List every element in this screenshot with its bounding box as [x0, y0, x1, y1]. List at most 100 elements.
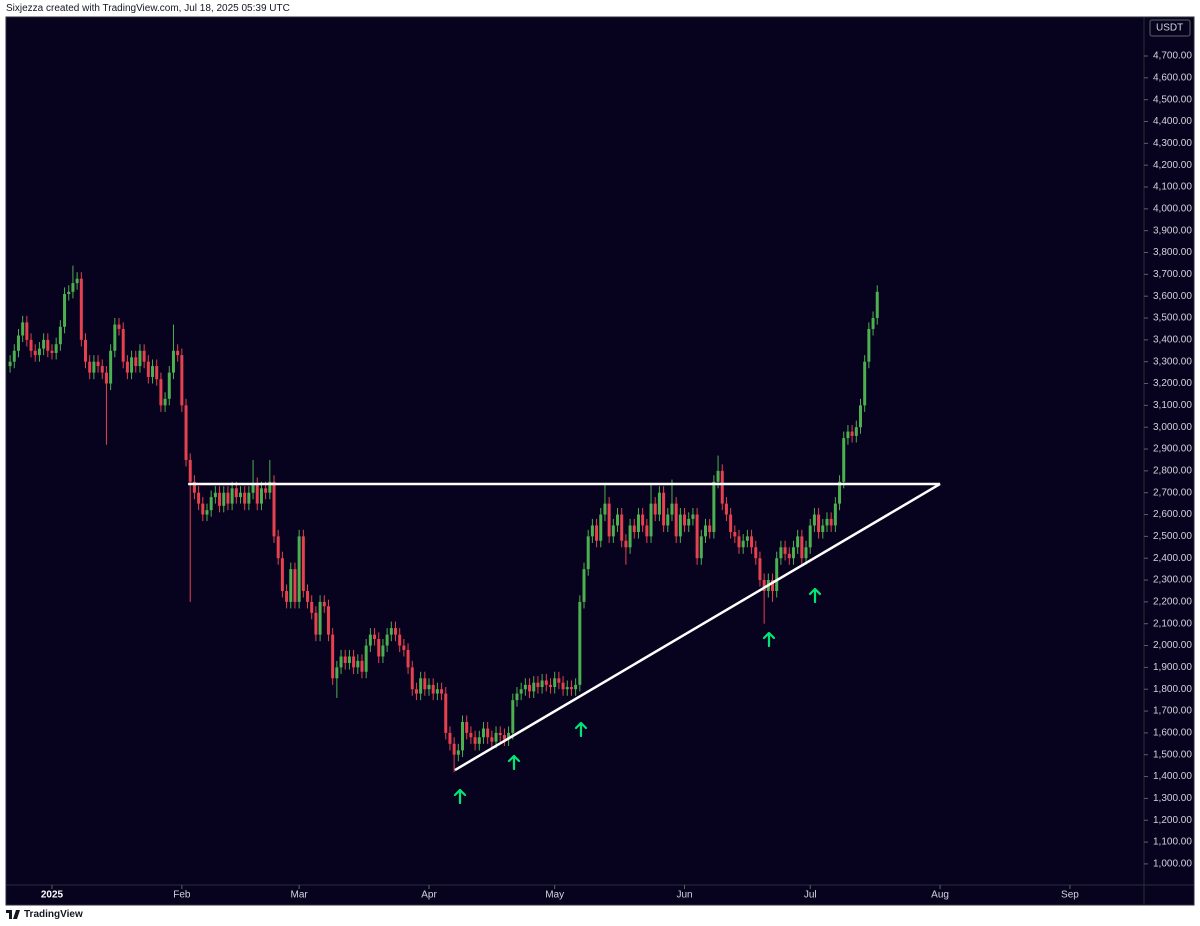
candle-body	[247, 492, 251, 504]
candle-body	[825, 518, 829, 526]
candle-body	[561, 682, 565, 690]
candle-body	[167, 372, 171, 399]
candle-body	[699, 536, 703, 559]
x-tick-label: Jun	[676, 890, 692, 901]
currency-badge[interactable]	[1149, 19, 1191, 37]
up-arrow	[808, 587, 822, 604]
candle-body	[419, 678, 423, 694]
candle-body	[381, 645, 385, 657]
x-tick-label: Mar	[291, 890, 309, 901]
y-tick-label: 4,300.00	[1153, 138, 1192, 149]
candle-body	[867, 328, 871, 362]
candle-body	[507, 732, 511, 740]
y-tick-label: 2,600.00	[1153, 509, 1192, 520]
candle-body	[58, 326, 62, 345]
candle-body	[276, 536, 280, 559]
candle-body	[846, 431, 850, 439]
candle-body	[213, 492, 217, 498]
candle-body	[724, 503, 728, 515]
candle-body	[234, 488, 238, 498]
candle-body	[347, 656, 351, 664]
y-tick-label: 1,500.00	[1153, 749, 1192, 760]
candle-body	[29, 339, 33, 351]
candle-body	[720, 470, 724, 504]
up-arrow	[574, 721, 588, 738]
candle-body	[578, 601, 582, 685]
candle-body	[79, 278, 83, 340]
candle-body	[716, 470, 720, 482]
y-tick-label: 3,100.00	[1153, 400, 1192, 411]
candle-body	[16, 335, 20, 351]
candle-body	[817, 514, 821, 533]
candle-body	[63, 294, 67, 327]
candle-body	[151, 366, 155, 377]
candle-body	[113, 324, 117, 351]
candle-body	[762, 580, 766, 591]
candle-body	[708, 525, 712, 533]
candle-body	[750, 536, 754, 548]
candle-body	[67, 291, 71, 295]
candle-body	[641, 514, 645, 526]
candle-body	[142, 350, 146, 362]
candle-body	[519, 689, 523, 694]
candle-body	[339, 656, 343, 668]
candle-body	[197, 492, 201, 504]
candle-body	[733, 532, 737, 537]
candle-body	[532, 682, 536, 692]
candle-body	[343, 656, 347, 664]
candle-body	[104, 372, 108, 384]
candle-body	[775, 558, 779, 591]
candle-body	[289, 569, 293, 602]
candle-body	[180, 355, 184, 406]
x-tick-label: May	[545, 890, 564, 901]
y-tick-label: 1,600.00	[1153, 728, 1192, 739]
candle-body	[71, 283, 75, 292]
candle-body	[649, 503, 653, 537]
candle-body	[427, 684, 431, 690]
candle-body	[569, 687, 573, 690]
candle-body	[389, 628, 393, 635]
candle-body	[42, 339, 46, 349]
candle-body	[163, 398, 167, 406]
up-arrow	[507, 754, 521, 771]
candle-body	[657, 492, 661, 515]
currency-label: USDT	[1156, 23, 1183, 34]
candle-body	[435, 689, 439, 694]
x-tick-label: Apr	[421, 890, 437, 901]
y-tick-label: 1,900.00	[1153, 662, 1192, 673]
candle-body	[326, 606, 330, 635]
candle-body	[92, 361, 96, 373]
logo	[6, 910, 20, 919]
candle-body	[318, 601, 322, 635]
candle-body	[548, 684, 552, 688]
candle-body	[331, 634, 335, 679]
candle-body	[130, 357, 134, 373]
candle-body	[75, 278, 79, 284]
candle-body	[565, 687, 569, 690]
candle-body	[456, 750, 460, 755]
candle-body	[737, 536, 741, 548]
x-tick-label: Feb	[173, 890, 191, 901]
y-tick-label: 4,600.00	[1153, 72, 1192, 83]
candle-body	[268, 481, 272, 493]
candle-body	[490, 737, 494, 742]
y-tick-label: 1,400.00	[1153, 771, 1192, 782]
candle-body	[414, 689, 418, 694]
candle-body	[486, 728, 490, 738]
candle-body	[310, 601, 314, 613]
candle-body	[674, 503, 678, 537]
candle-body	[842, 438, 846, 482]
y-tick-label: 1,700.00	[1153, 706, 1192, 717]
candle-body	[502, 735, 506, 740]
candle-body	[670, 503, 674, 515]
candle-body	[188, 459, 192, 482]
candle-body	[259, 488, 263, 504]
candle-body	[398, 634, 402, 646]
y-tick-label: 3,800.00	[1153, 247, 1192, 258]
y-tick-label: 3,400.00	[1153, 334, 1192, 345]
y-tick-label: 3,600.00	[1153, 291, 1192, 302]
candle-body	[297, 536, 301, 602]
candle-body	[364, 645, 368, 672]
y-tick-label: 2,700.00	[1153, 487, 1192, 498]
